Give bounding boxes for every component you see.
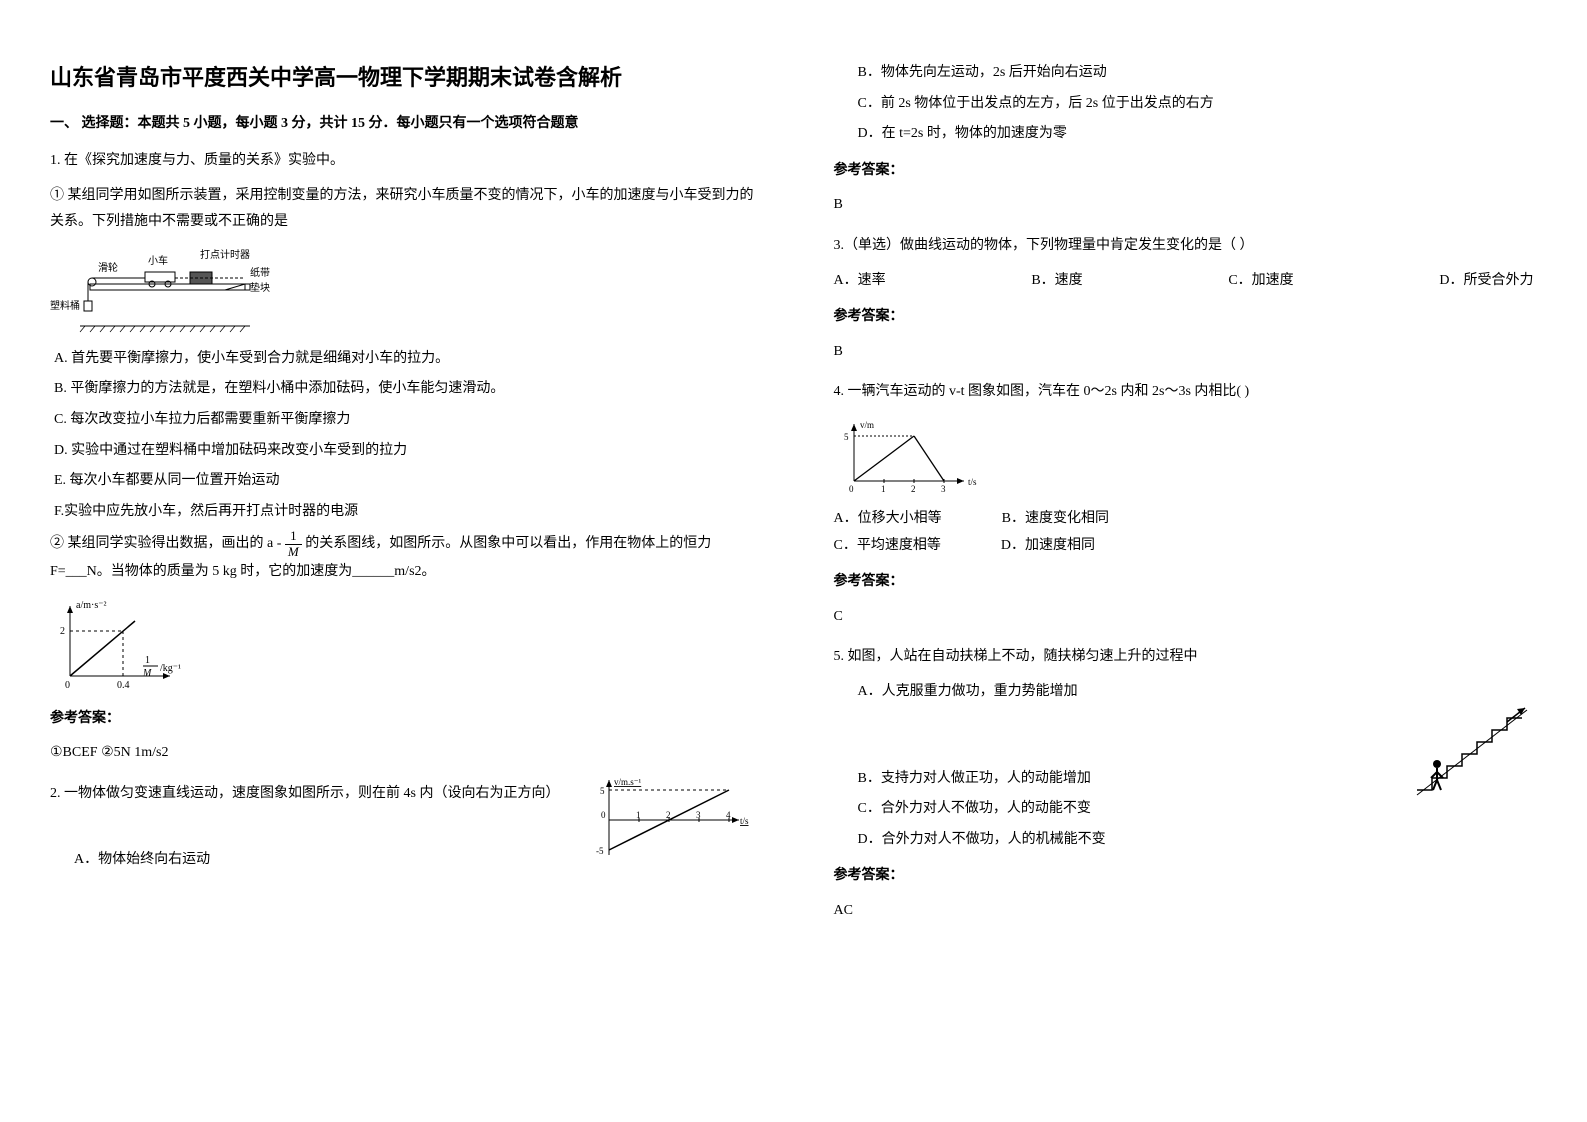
page-title: 山东省青岛市平度西关中学高一物理下学期期末试卷含解析 <box>50 60 754 92</box>
q1-figure-graph: a/m·s⁻² 2 0 0.4 1 M /kg⁻¹ <box>50 596 754 696</box>
q1-option-d: D. 实验中通过在塑料桶中增加砝码来改变小车受到的拉力 <box>50 438 754 465</box>
q4-stem: 4. 一辆汽车运动的 v-t 图象如图，汽车在 0～2s 内和 2s～3s 内相… <box>834 379 1538 406</box>
q4-xtick-3: 3 <box>941 484 946 494</box>
q4-origin: 0 <box>849 484 854 494</box>
q2-xlabel: t/s <box>740 816 749 826</box>
q4-xtick-1: 1 <box>881 484 886 494</box>
q2-origin: 0 <box>601 810 606 820</box>
q3-option-a: A．速率 <box>834 268 886 295</box>
q1-option-f: F.实验中应先放小车，然后再开打点计时器的电源 <box>50 499 754 526</box>
svg-text:1: 1 <box>145 655 150 666</box>
q3-option-d: D．所受合外力 <box>1439 268 1533 295</box>
q2-ytick-neg: -5 <box>596 846 604 856</box>
q2-option-d: D．在 t=2s 时，物体的加速度为零 <box>834 121 1538 148</box>
q2-xtick-2: 2 <box>666 810 671 820</box>
q4-options-row2: C．平均速度相等 D．加速度相同 <box>834 533 1538 560</box>
q4-option-a: A．位移大小相等 <box>834 506 942 533</box>
q4-xlabel: t/s <box>968 477 977 487</box>
graph-xtick: 0.4 <box>117 680 130 691</box>
q4-option-b: B．速度变化相同 <box>1002 506 1109 533</box>
q4-options-row1: A．位移大小相等 B．速度变化相同 <box>834 506 1538 533</box>
answer-header-2: 参考答案： <box>834 158 1538 185</box>
answer-1: ①BCEF ②5N 1m/s2 <box>50 740 754 767</box>
question-2-cont: B．物体先向左运动，2s 后开始向右运动 C．前 2s 物体位于出发点的左方，后… <box>834 60 1538 219</box>
label-tape: 纸带 <box>250 266 270 279</box>
label-bucket: 塑料桶 <box>50 299 80 312</box>
q3-option-c: C．加速度 <box>1228 268 1293 295</box>
q4-xtick-2: 2 <box>911 484 916 494</box>
q4-ytick: 5 <box>844 432 849 442</box>
graph-origin: 0 <box>65 680 70 691</box>
q2-ytick-pos: 5 <box>600 786 605 796</box>
answer-header-3: 参考答案： <box>834 304 1538 331</box>
q2-option-c: C．前 2s 物体位于出发点的左方，后 2s 位于出发点的右方 <box>834 91 1538 118</box>
q2-xtick-1: 1 <box>636 810 641 820</box>
q5-option-d: D．合外力对人不做功，人的机械能不变 <box>834 827 1538 854</box>
q1-part2: ② 某组同学实验得出数据，画出的 a - 1M 的关系图线，如图所示。从图象中可… <box>50 529 754 585</box>
q1-option-e: E. 每次小车都要从同一位置开始运动 <box>50 468 754 495</box>
q1-option-c: C. 每次改变拉小车拉力后都需要重新平衡摩擦力 <box>50 407 754 434</box>
answer-5: AC <box>834 898 1538 925</box>
question-3: 3.（单选）做曲线运动的物体，下列物理量中肯定发生变化的是（ ） A．速率 B．… <box>834 233 1538 365</box>
question-4: 4. 一辆汽车运动的 v-t 图象如图，汽车在 0～2s 内和 2s～3s 内相… <box>834 379 1538 630</box>
label-block: 垫块 <box>250 281 270 294</box>
answer-header-4: 参考答案： <box>834 569 1538 596</box>
answer-header-1: 参考答案： <box>50 706 754 733</box>
q2-ylabel: v/m.s⁻¹ <box>614 777 642 787</box>
question-1: 1. 在《探究加速度与力、质量的关系》实验中。 ① 某组同学用如图所示装置，采用… <box>50 148 754 767</box>
q1-option-b: B. 平衡摩擦力的方法就是，在塑料小桶中添加砝码，使小车能匀速滑动。 <box>50 376 754 403</box>
q2-option-b: B．物体先向左运动，2s 后开始向右运动 <box>834 60 1538 87</box>
q5-figure <box>1407 700 1537 800</box>
section-header: 一、 选择题：本题共 5 小题，每小题 3 分，共计 15 分．每小题只有一个选… <box>50 112 754 132</box>
graph-xlabel: /kg⁻¹ <box>160 663 181 674</box>
q4-ylabel: v/m <box>860 420 874 430</box>
q4-option-c: C．平均速度相等 <box>834 533 941 560</box>
q4-figure: v/m 5 0 1 2 3 t/s <box>834 416 1538 496</box>
label-pulley: 滑轮 <box>98 261 118 274</box>
svg-text:M: M <box>142 668 152 679</box>
label-cart: 小车 <box>148 254 168 267</box>
q1-figure-apparatus: 滑轮 小车 塑料桶 打点计时器 纸带 垫块 <box>50 246 754 336</box>
q1-stem: 1. 在《探究加速度与力、质量的关系》实验中。 <box>50 148 754 175</box>
q5-option-c: C．合外力对人不做功，人的动能不变 <box>834 796 1538 823</box>
q4-option-d: D．加速度相同 <box>1001 533 1095 560</box>
q1-part1: ① 某组同学用如图所示装置，采用控制变量的方法，来研究小车质量不变的情况下，小车… <box>50 183 754 236</box>
question-2: 2. 一物体做匀变速直线运动，速度图象如图所示，则在前 4s 内（设向右为正方向… <box>50 781 754 874</box>
answer-3: B <box>834 339 1538 366</box>
q2-figure: v/m.s⁻¹ t/s 5 -5 0 1 2 3 4 <box>584 775 754 865</box>
q1-option-a: A. 首先要平衡摩擦力，使小车受到合力就是细绳对小车的拉力。 <box>50 346 754 373</box>
q3-stem: 3.（单选）做曲线运动的物体，下列物理量中肯定发生变化的是（ ） <box>834 233 1538 260</box>
question-5: 5. 如图，人站在自动扶梯上不动，随扶梯匀速上升的过程中 A．人克服重力做功，重… <box>834 644 1538 924</box>
graph-ytick: 2 <box>60 626 65 637</box>
q5-stem: 5. 如图，人站在自动扶梯上不动，随扶梯匀速上升的过程中 <box>834 644 1538 671</box>
q3-option-b: B．速度 <box>1031 268 1082 295</box>
answer-header-5: 参考答案： <box>834 863 1538 890</box>
answer-4: C <box>834 604 1538 631</box>
answer-2: B <box>834 192 1538 219</box>
graph-ylabel: a/m·s⁻² <box>76 600 107 611</box>
q3-options: A．速率 B．速度 C．加速度 D．所受合外力 <box>834 268 1534 295</box>
label-timer: 打点计时器 <box>200 248 250 261</box>
